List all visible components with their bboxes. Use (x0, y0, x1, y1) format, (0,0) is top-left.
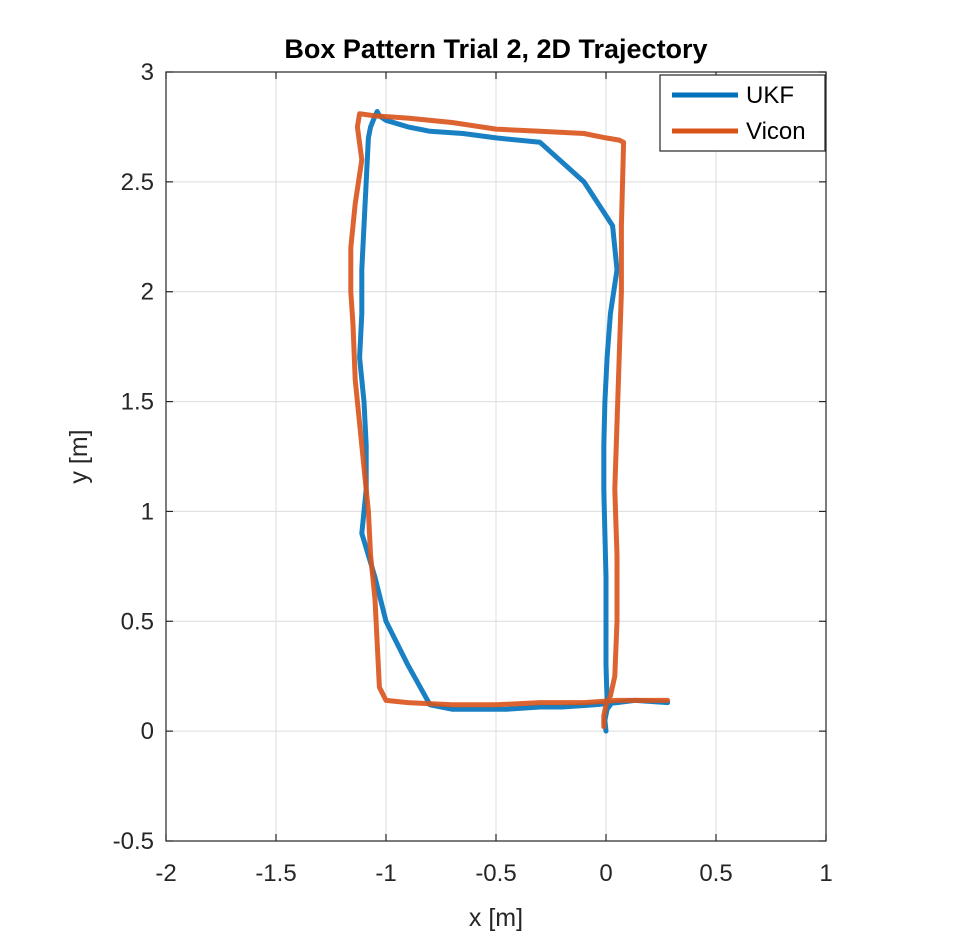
y-tick-label: 0.5 (121, 608, 154, 635)
x-tick-label: -1.5 (255, 860, 296, 887)
y-axis-label: y [m] (65, 429, 93, 483)
x-axis-label: x [m] (469, 904, 523, 932)
series-layer (348, 109, 671, 734)
legend-label-ukf: UKF (746, 82, 794, 109)
x-tick-label: -2 (155, 860, 176, 887)
legend-label-vicon: Vicon (746, 118, 806, 145)
legend: UKF Vicon (659, 74, 826, 152)
y-tick-label: 1.5 (121, 389, 154, 416)
chart-title: Box Pattern Trial 2, 2D Trajectory (284, 34, 707, 64)
series-line-vicon (348, 111, 671, 730)
tick-layer: -2 -1.5 -1 -0.5 0 0.5 1 -0.5 0 0.5 1 1.5 2 2.5 3 (113, 59, 833, 887)
y-tick-label: 0 (141, 718, 154, 745)
x-tick-label: 0.5 (699, 860, 732, 887)
legend-box (659, 74, 826, 152)
x-tick-label: 1 (819, 860, 832, 887)
y-tick-label: 1 (141, 498, 154, 525)
y-tick-label: 2 (141, 279, 154, 306)
x-tick-label: -0.5 (475, 860, 516, 887)
x-tick-label: 0 (599, 860, 612, 887)
y-tick-label: 2.5 (121, 169, 154, 196)
y-tick-label: 3 (141, 59, 154, 86)
y-tick-label: -0.5 (113, 828, 154, 855)
x-tick-label: -1 (375, 860, 396, 887)
